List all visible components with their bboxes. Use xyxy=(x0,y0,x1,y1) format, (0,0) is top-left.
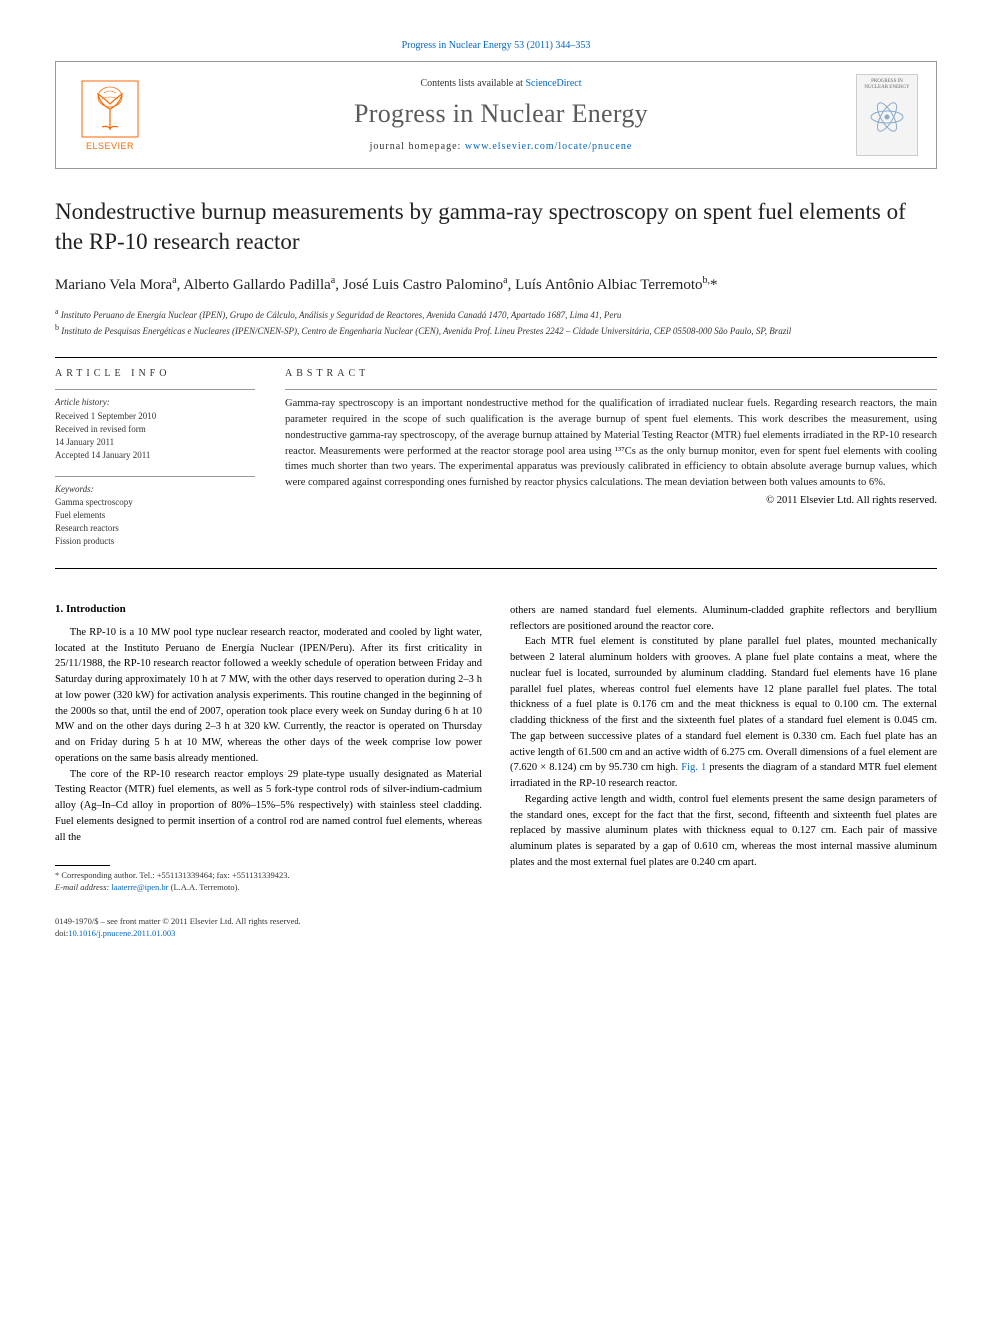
keyword: Gamma spectroscopy xyxy=(55,496,255,509)
elsevier-logo[interactable]: ELSEVIER xyxy=(74,75,146,155)
body-col-right: others are named standard fuel elements.… xyxy=(510,603,937,894)
journal-cover-thumb[interactable]: PROGRESS IN NUCLEAR ENERGY xyxy=(856,74,918,156)
homepage-line: journal homepage: www.elsevier.com/locat… xyxy=(162,141,840,152)
doi-line: doi:10.1016/j.pnucene.2011.01.003 xyxy=(55,928,937,940)
elsevier-tree-icon xyxy=(80,79,140,139)
article-history: Article history: Received 1 September 20… xyxy=(55,396,255,461)
history-revised2: 14 January 2011 xyxy=(55,436,255,449)
history-revised1: Received in revised form xyxy=(55,423,255,436)
paragraph-span: Each MTR fuel element is constituted by … xyxy=(510,636,937,773)
paragraph: others are named standard fuel elements.… xyxy=(510,603,937,635)
paragraph: The RP-10 is a 10 MW pool type nuclear r… xyxy=(55,625,482,767)
section-heading: 1. Introduction xyxy=(55,603,482,615)
paragraph: Each MTR fuel element is constituted by … xyxy=(510,634,937,792)
info-abstract-row: ARTICLE INFO Article history: Received 1… xyxy=(55,368,937,561)
citation-line: Progress in Nuclear Energy 53 (2011) 344… xyxy=(55,40,937,51)
footnote: * Corresponding author. Tel.: +551131339… xyxy=(55,870,482,894)
section-number: 1. xyxy=(55,603,63,615)
figure-link[interactable]: Fig. 1 xyxy=(681,762,706,773)
email-label: E-mail address: xyxy=(55,882,111,892)
article-info-column: ARTICLE INFO Article history: Received 1… xyxy=(55,368,255,561)
body-text: The RP-10 is a 10 MW pool type nuclear r… xyxy=(55,625,482,846)
abstract-label: ABSTRACT xyxy=(285,368,937,379)
header-center: Contents lists available at ScienceDirec… xyxy=(162,78,840,152)
abstract-column: ABSTRACT Gamma-ray spectroscopy is an im… xyxy=(285,368,937,561)
homepage-link[interactable]: www.elsevier.com/locate/pnucene xyxy=(465,141,633,152)
homepage-prefix: journal homepage: xyxy=(370,141,465,152)
keyword: Fission products xyxy=(55,535,255,548)
sciencedirect-link[interactable]: ScienceDirect xyxy=(525,78,581,89)
authors: Mariano Vela Moraa, Alberto Gallardo Pad… xyxy=(55,273,937,297)
divider xyxy=(55,357,937,358)
footnote-email-line: E-mail address: laaterre@ipen.br (L.A.A.… xyxy=(55,882,482,894)
section-title: Introduction xyxy=(66,603,126,615)
cover-title: PROGRESS IN NUCLEAR ENERGY xyxy=(861,79,913,91)
info-divider xyxy=(55,389,255,390)
journal-name: Progress in Nuclear Energy xyxy=(162,99,840,129)
footnote-separator xyxy=(55,865,110,866)
keywords-head: Keywords: xyxy=(55,483,255,496)
abstract-copyright: © 2011 Elsevier Ltd. All rights reserved… xyxy=(285,495,937,506)
doi-link[interactable]: 10.1016/j.pnucene.2011.01.003 xyxy=(68,928,175,938)
email-tail: (L.A.A. Terremoto). xyxy=(169,882,240,892)
history-accepted: Accepted 14 January 2011 xyxy=(55,449,255,462)
paragraph: Regarding active length and width, contr… xyxy=(510,792,937,871)
body-col-left: 1. Introduction The RP-10 is a 10 MW poo… xyxy=(55,603,482,894)
affiliation-a: a Instituto Peruano de Energía Nuclear (… xyxy=(55,306,937,322)
journal-header: ELSEVIER Contents lists available at Sci… xyxy=(55,61,937,169)
contents-line: Contents lists available at ScienceDirec… xyxy=(162,78,840,89)
body-text: others are named standard fuel elements.… xyxy=(510,603,937,871)
bottom-meta: 0149-1970/$ – see front matter © 2011 El… xyxy=(55,916,937,940)
keywords-block: Keywords: Gamma spectroscopy Fuel elemen… xyxy=(55,483,255,548)
paragraph: The core of the RP-10 research reactor e… xyxy=(55,767,482,846)
abstract-text: Gamma-ray spectroscopy is an important n… xyxy=(285,396,937,491)
info-divider xyxy=(285,389,937,390)
history-head: Article history: xyxy=(55,396,255,409)
divider xyxy=(55,568,937,569)
history-received: Received 1 September 2010 xyxy=(55,410,255,423)
elsevier-label: ELSEVIER xyxy=(86,141,134,151)
keyword: Fuel elements xyxy=(55,509,255,522)
article-title: Nondestructive burnup measurements by ga… xyxy=(55,197,937,257)
affiliations: a Instituto Peruano de Energía Nuclear (… xyxy=(55,306,937,337)
email-link[interactable]: laaterre@ipen.br xyxy=(111,882,168,892)
article-info-label: ARTICLE INFO xyxy=(55,368,255,379)
keyword: Research reactors xyxy=(55,522,255,535)
front-matter-line: 0149-1970/$ – see front matter © 2011 El… xyxy=(55,916,937,928)
corresponding-author: * Corresponding author. Tel.: +551131339… xyxy=(55,870,482,882)
info-divider xyxy=(55,476,255,477)
body-columns: 1. Introduction The RP-10 is a 10 MW poo… xyxy=(55,603,937,894)
contents-prefix: Contents lists available at xyxy=(420,78,525,89)
affiliation-b: b Instituto de Pesquisas Energéticas e N… xyxy=(55,322,937,338)
atom-icon xyxy=(867,97,907,137)
doi-prefix: doi: xyxy=(55,928,68,938)
